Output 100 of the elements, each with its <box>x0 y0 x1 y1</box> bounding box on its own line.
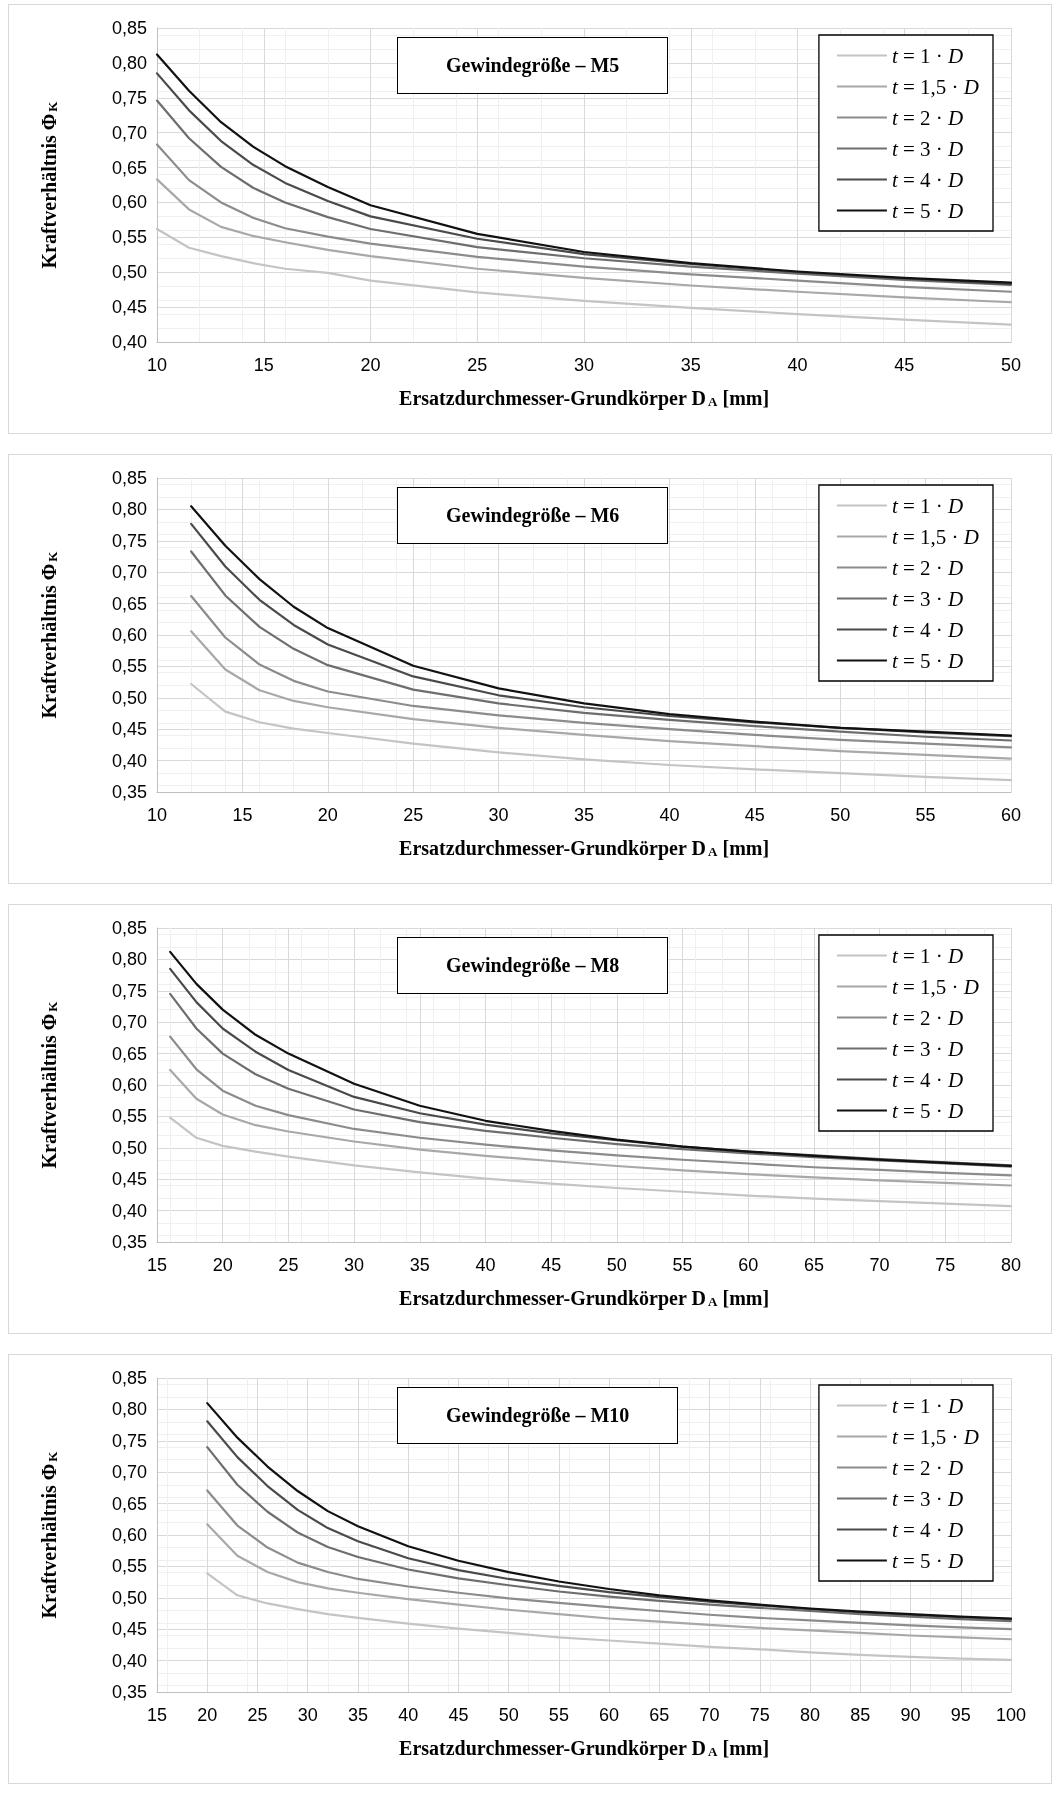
x-tick-label: 50 <box>830 805 851 825</box>
x-tick-label: 70 <box>699 1705 720 1725</box>
legend-label: t = 1,5 · D <box>891 524 980 549</box>
x-tick-label: 25 <box>467 355 488 375</box>
x-tick-label: 10 <box>146 805 168 825</box>
x-tick-label: 50 <box>1000 355 1022 375</box>
legend-label: t = 3 · D <box>891 586 964 611</box>
legend-label: t = 4 · D <box>891 1517 964 1542</box>
x-tick-label: 20 <box>360 355 381 375</box>
line-series <box>206 1572 1013 1662</box>
x-tick-label: 15 <box>253 355 274 375</box>
x-tick-label: 65 <box>649 1705 670 1725</box>
x-tick-label: 25 <box>278 1255 299 1275</box>
x-tick-label: 25 <box>247 1705 268 1725</box>
legend-label: t = 3 · D <box>891 1486 964 1511</box>
y-tick-label: 0,40 <box>111 1650 147 1671</box>
x-tick-label: 55 <box>548 1705 569 1725</box>
y-tick-label: 0,45 <box>111 719 147 740</box>
y-tick-label: 0,70 <box>111 1012 147 1033</box>
x-tick-label: 80 <box>800 1705 821 1725</box>
x-tick-label: 50 <box>498 1705 519 1725</box>
y-tick-label: 0,50 <box>111 1137 147 1158</box>
x-tick-label: 35 <box>573 805 595 825</box>
line-series <box>190 594 1013 749</box>
y-tick-label: 0,55 <box>111 656 147 677</box>
y-tick-label: 0,35 <box>111 782 147 802</box>
x-tick-label: 65 <box>803 1255 824 1275</box>
x-tick-label: 30 <box>573 355 595 375</box>
x-tick-label: 10 <box>146 355 168 375</box>
y-tick-label: 0,40 <box>111 1200 147 1221</box>
x-tick-label: 60 <box>599 1705 620 1725</box>
legend-label: t = 2 · D <box>891 1455 964 1480</box>
y-tick-label: 0,80 <box>111 52 147 73</box>
x-tick-label: 40 <box>787 355 808 375</box>
y-tick-label: 0,75 <box>111 980 147 1001</box>
x-tick-label: 75 <box>749 1705 770 1725</box>
legend-label: t = 2 · D <box>891 105 964 130</box>
x-tick-label: 30 <box>488 805 509 825</box>
x-tick-label: 20 <box>317 805 338 825</box>
x-tick-label: 75 <box>935 1255 956 1275</box>
legend-label: t = 2 · D <box>891 555 964 580</box>
y-tick-label: 0,65 <box>111 593 147 614</box>
y-tick-label: 0,85 <box>111 468 147 488</box>
x-tick-label: 45 <box>448 1705 469 1725</box>
legend-label: t = 1,5 · D <box>891 974 980 999</box>
y-tick-label: 0,75 <box>111 530 147 551</box>
y-tick-label: 0,80 <box>111 1399 147 1420</box>
y-tick-label: 0,75 <box>111 87 147 108</box>
y-axis-title: Kraftverhältnis ΦK <box>38 1000 60 1169</box>
y-axis-title: Kraftverhältnis ΦK <box>38 550 60 719</box>
legend-label: t = 4 · D <box>891 617 964 642</box>
x-tick-label: 40 <box>475 1255 496 1275</box>
y-tick-label: 0,50 <box>111 1587 147 1608</box>
y-tick-label: 0,75 <box>111 1430 147 1451</box>
y-tick-label: 0,85 <box>111 1368 147 1388</box>
y-tick-label: 0,35 <box>111 1682 147 1702</box>
y-tick-label: 0,65 <box>111 157 147 178</box>
x-tick-label: 30 <box>344 1255 365 1275</box>
line-series <box>206 1489 1013 1631</box>
y-axis-title: Kraftverhältnis ΦK <box>38 100 60 269</box>
y-tick-label: 0,45 <box>111 297 147 318</box>
legend-label: t = 1,5 · D <box>891 74 980 99</box>
y-tick-label: 0,60 <box>111 1075 147 1095</box>
x-tick-label: 30 <box>297 1705 318 1725</box>
x-tick-label: 95 <box>950 1705 971 1725</box>
x-tick-label: 35 <box>409 1255 430 1275</box>
y-tick-label: 0,70 <box>111 122 147 143</box>
x-axis-title: Ersatzdurchmesser-Grundkörper DA [mm] <box>399 837 770 860</box>
y-tick-label: 0,55 <box>111 1106 147 1127</box>
y-tick-label: 0,35 <box>111 1232 147 1252</box>
x-tick-label: 100 <box>995 1705 1027 1725</box>
line-series <box>169 1035 1013 1177</box>
legend-label: t = 5 · D <box>891 198 964 223</box>
legend-label: t = 3 · D <box>891 1036 964 1061</box>
line-series <box>206 1523 1013 1641</box>
legend-label: t = 2 · D <box>891 1005 964 1030</box>
x-tick-label: 25 <box>403 805 424 825</box>
y-tick-label: 0,85 <box>111 918 147 938</box>
x-axis-title: Ersatzdurchmesser-Grundkörper DA [mm] <box>399 387 770 410</box>
x-tick-label: 40 <box>398 1705 419 1725</box>
line-series <box>190 682 1013 782</box>
x-tick-label: 50 <box>606 1255 627 1275</box>
y-tick-label: 0,40 <box>111 332 147 352</box>
legend-label: t = 1,5 · D <box>891 1424 980 1449</box>
x-tick-label: 20 <box>212 1255 233 1275</box>
legend-label: t = 5 · D <box>891 648 964 673</box>
legend-label: t = 4 · D <box>891 167 964 192</box>
x-tick-label: 90 <box>900 1705 921 1725</box>
legend-label: t = 3 · D <box>891 136 964 161</box>
x-tick-label: 60 <box>1000 805 1022 825</box>
x-tick-label: 55 <box>672 1255 693 1275</box>
y-tick-label: 0,50 <box>111 687 147 708</box>
y-tick-label: 0,70 <box>111 1462 147 1483</box>
y-tick-label: 0,40 <box>111 750 147 771</box>
x-tick-label: 70 <box>869 1255 890 1275</box>
x-tick-label: 15 <box>146 1255 168 1275</box>
legend-label: t = 5 · D <box>891 1098 964 1123</box>
x-tick-label: 35 <box>347 1705 368 1725</box>
y-tick-label: 0,45 <box>111 1169 147 1190</box>
legend-label: t = 5 · D <box>891 1548 964 1573</box>
